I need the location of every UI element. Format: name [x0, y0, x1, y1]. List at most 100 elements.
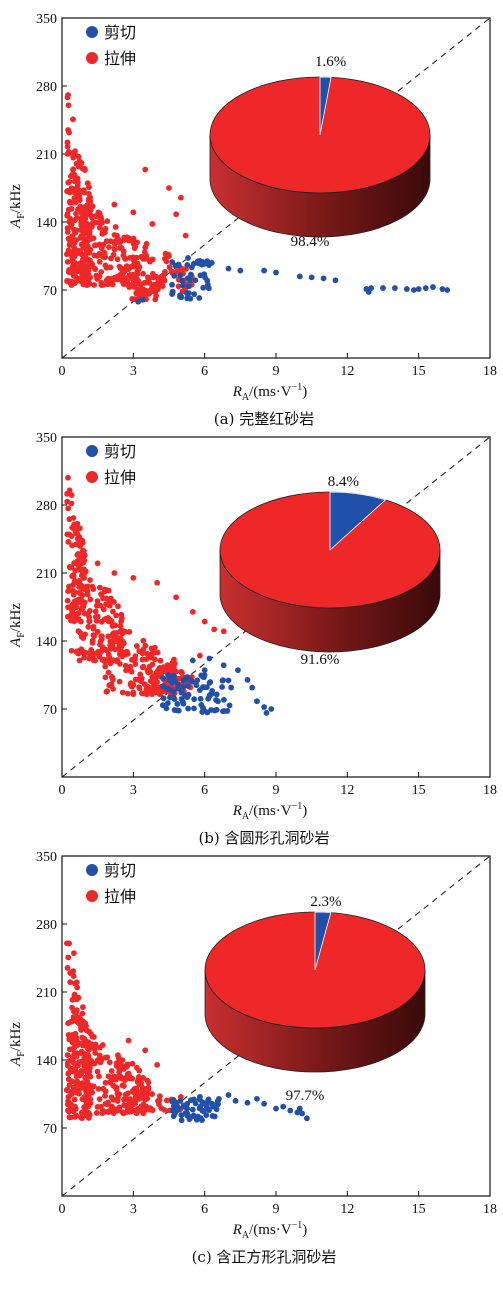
x-axis-label-main: R	[232, 1222, 242, 1238]
tension-point	[160, 277, 167, 284]
tension-point	[71, 589, 78, 596]
shear-point	[299, 1110, 306, 1117]
tension-point	[116, 1069, 123, 1076]
tension-point	[129, 656, 135, 663]
tension-point	[93, 1110, 100, 1116]
shear-point	[201, 667, 208, 674]
tension-point	[66, 1082, 73, 1089]
x-axis-label: RA/(ms·V−1)	[232, 801, 308, 822]
tension-point	[76, 554, 83, 561]
shear-point	[197, 1094, 203, 1100]
tension-point	[98, 245, 105, 252]
tension-point	[98, 1103, 104, 1110]
tension-point	[70, 1060, 77, 1066]
tension-point	[110, 1110, 117, 1116]
shear-point	[430, 284, 436, 290]
y-tick-label: 350	[36, 431, 57, 446]
tension-point	[154, 1061, 161, 1068]
shear-point	[171, 696, 178, 702]
shear-point	[211, 707, 218, 714]
tension-point	[94, 628, 101, 635]
shear-point	[199, 1107, 206, 1114]
tension-point	[64, 139, 71, 146]
x-tick-label: 15	[412, 783, 426, 798]
tension-point	[107, 264, 114, 271]
tension-point	[142, 1096, 148, 1103]
tension-point	[108, 681, 115, 688]
tension-point	[115, 603, 121, 610]
shear-point	[206, 1107, 212, 1114]
tension-point	[64, 597, 71, 604]
tension-point	[118, 643, 125, 650]
tension-point	[149, 649, 156, 656]
tension-point	[65, 505, 72, 512]
tension-point	[65, 127, 71, 133]
shear-point	[169, 1107, 176, 1114]
shear-point	[249, 684, 256, 691]
shear-point	[296, 1105, 303, 1112]
tension-point	[104, 218, 111, 225]
shear-point	[181, 1103, 188, 1110]
tension-point	[104, 688, 111, 695]
y-axis-label: AF/kHz	[8, 603, 27, 648]
tension-point	[108, 640, 115, 647]
y-axis-label-sub: F	[16, 632, 27, 638]
tension-point	[92, 242, 99, 249]
x-axis-label-close: )	[302, 803, 307, 819]
tension-point	[117, 274, 123, 281]
shear-point	[220, 662, 227, 669]
shear-point	[188, 264, 195, 271]
x-tick-label: 0	[59, 1202, 66, 1217]
y-tick-label: 70	[43, 284, 57, 299]
tension-point	[90, 586, 97, 592]
x-axis-label-main: R	[232, 384, 242, 400]
y-axis-label: AF/kHz	[8, 1022, 27, 1067]
tension-point	[136, 1081, 143, 1087]
tension-point	[124, 1107, 131, 1114]
tension-point	[68, 267, 74, 274]
tension-point	[79, 1010, 86, 1017]
tension-point	[118, 618, 125, 625]
y-tick-label: 280	[36, 918, 57, 933]
pie-label-shear: 8.4%	[328, 474, 359, 490]
tension-point	[117, 238, 124, 245]
tension-point	[78, 1026, 85, 1032]
tension-point	[132, 676, 139, 683]
shear-point	[203, 1112, 210, 1119]
tension-point	[111, 570, 118, 576]
tension-point	[124, 690, 131, 697]
tension-point	[70, 1045, 77, 1052]
shear-point	[196, 295, 203, 301]
tension-point	[102, 1079, 109, 1086]
tension-point	[136, 648, 143, 655]
tension-point	[134, 286, 141, 293]
shear-point	[177, 292, 183, 299]
x-axis-label: RA/(ms·V−1)	[232, 1220, 308, 1241]
shear-point	[273, 269, 279, 276]
tension-point	[122, 1076, 129, 1083]
tension-point	[177, 194, 184, 201]
tension-point	[74, 1078, 81, 1085]
tension-point	[121, 1102, 128, 1109]
tension-point	[66, 242, 73, 248]
tension-point	[89, 1089, 95, 1096]
tension-point	[70, 1089, 77, 1095]
tension-point	[127, 663, 134, 670]
tension-point	[66, 178, 73, 185]
tension-point	[133, 1085, 140, 1092]
tension-point	[75, 628, 82, 635]
tension-point	[82, 216, 89, 222]
tension-point	[132, 653, 139, 660]
shear-point	[179, 282, 186, 289]
x-axis-label-sup: −1	[292, 382, 303, 393]
tension-point	[64, 151, 71, 157]
tension-point	[138, 675, 145, 682]
tension-point	[91, 1046, 98, 1052]
tension-point	[105, 281, 112, 288]
tension-point	[78, 227, 85, 233]
tension-point	[94, 1068, 101, 1075]
shear-point	[184, 295, 191, 302]
tension-point	[112, 238, 119, 244]
tension-point	[113, 612, 120, 619]
tension-point	[84, 1039, 91, 1046]
